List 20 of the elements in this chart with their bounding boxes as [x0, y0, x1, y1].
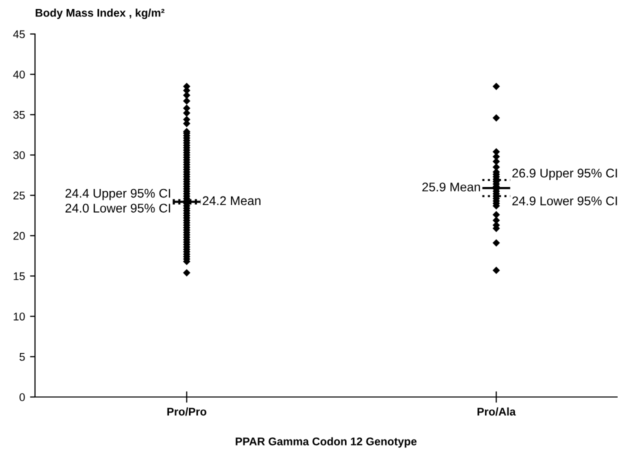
annotation: 26.9 Upper 95% CI — [512, 168, 617, 180]
annotation: 24.9 Lower 95% CI — [512, 196, 617, 206]
annotation: 24.4 Upper 95% CI — [66, 188, 170, 200]
chart-title: Body Mass Index , kg/m² — [36, 8, 164, 19]
y-tick-label: 30 — [13, 151, 25, 160]
y-tick-label: 40 — [13, 70, 25, 78]
x-axis-title: PPAR Gamma Codon 12 Genotype — [236, 437, 417, 448]
annotation: 24.2 Mean — [202, 196, 260, 206]
y-tick-label: 20 — [13, 232, 25, 240]
y-tick-label: 45 — [13, 30, 25, 38]
y-tick-label: 25 — [13, 192, 25, 200]
x-tick-label: Pro/Pro — [167, 407, 206, 416]
annotation: 25.9 Mean — [422, 182, 480, 192]
x-tick-label: Pro/Ala — [478, 407, 516, 416]
y-tick-label: 15 — [14, 272, 25, 280]
y-tick-label: 10 — [14, 312, 25, 320]
y-tick-label: 5 — [20, 353, 25, 361]
y-tick-label: 35 — [13, 110, 25, 119]
annotation: 24.0 Lower 95% CI — [66, 204, 170, 213]
y-tick-label: 0 — [20, 393, 25, 402]
